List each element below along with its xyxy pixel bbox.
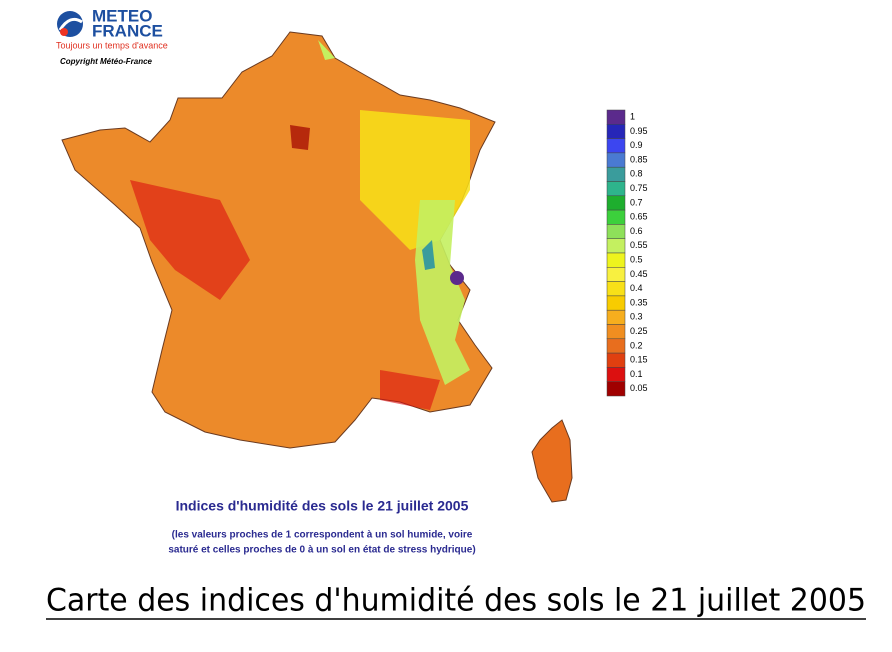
legend-swatch	[606, 224, 626, 239]
legend-swatch	[606, 367, 626, 382]
legend-label: 0.7	[630, 197, 643, 207]
legend-label: 0.85	[630, 154, 648, 164]
legend-swatch	[606, 252, 626, 268]
legend-label: 1	[630, 112, 635, 122]
tagline: Toujours un temps d'avance	[56, 40, 168, 50]
legend-label: 0.6	[630, 226, 643, 236]
legend-swatch	[606, 352, 626, 368]
legend-swatch	[606, 166, 626, 182]
legend-label: 0.9	[630, 140, 643, 150]
map-wet-spot	[450, 271, 464, 285]
legend-label: 0.25	[630, 326, 648, 336]
legend-label: 0.8	[630, 169, 643, 179]
legend-label: 0.05	[630, 383, 648, 393]
legend-label: 0.5	[630, 255, 643, 265]
legend-swatch	[606, 267, 626, 282]
legend-swatch	[606, 281, 626, 297]
legend-label: 0.95	[630, 126, 648, 136]
map-note: saturé et celles proches de 0 à un sol e…	[168, 545, 475, 556]
map-dry-zone	[380, 370, 440, 410]
map-wet-zone	[422, 240, 435, 270]
legend-swatch	[606, 295, 626, 311]
legend-swatch	[606, 109, 626, 125]
legend-swatch	[606, 338, 626, 354]
logo-dot	[60, 28, 68, 36]
legend-swatch	[606, 181, 626, 197]
map-dry-zone	[130, 180, 250, 300]
logo-text: FRANCE	[92, 21, 163, 40]
legend-label: 0.15	[630, 355, 648, 365]
legend-label: 0.75	[630, 183, 648, 193]
legend-label: 0.1	[630, 369, 643, 379]
legend-swatch	[606, 324, 626, 340]
map	[61, 31, 573, 503]
logo-text: METEO	[92, 6, 152, 25]
legend-label: 0.65	[630, 212, 648, 222]
legend-swatch	[606, 138, 626, 154]
legend-label: 0.35	[630, 297, 648, 307]
map-note: (les valeurs proches de 1 correspondent …	[172, 530, 473, 541]
logo-swoosh	[58, 17, 83, 31]
caption: Carte des indices d'humidité des sols le…	[46, 583, 866, 619]
map-dry-zone	[290, 125, 310, 150]
legend-swatch	[606, 124, 626, 139]
legend-label: 0.2	[630, 340, 643, 350]
legend-label: 0.55	[630, 240, 648, 250]
map-title: Indices d'humidité des sols le 21 juille…	[176, 498, 469, 514]
legend-label: 0.4	[630, 283, 643, 293]
legend: 1 0.95 0.9 0.85 0.8 0.75 0.7 0.65 0.6 0.55 0.5 0.45…	[606, 109, 648, 397]
copyright: Copyright Météo-France	[60, 57, 153, 66]
logo: METEO FRANCE Toujours un temps d'avance …	[56, 6, 168, 66]
legend-swatch	[606, 152, 626, 168]
legend-swatch	[606, 309, 626, 325]
legend-swatch	[606, 209, 626, 225]
legend-swatch	[606, 238, 626, 254]
map-moist-zone	[318, 40, 335, 60]
legend-swatch	[606, 381, 626, 397]
legend-swatch	[606, 195, 626, 211]
legend-label: 0.45	[630, 269, 648, 279]
legend-label: 0.3	[630, 312, 643, 322]
france-corsica	[531, 419, 573, 503]
